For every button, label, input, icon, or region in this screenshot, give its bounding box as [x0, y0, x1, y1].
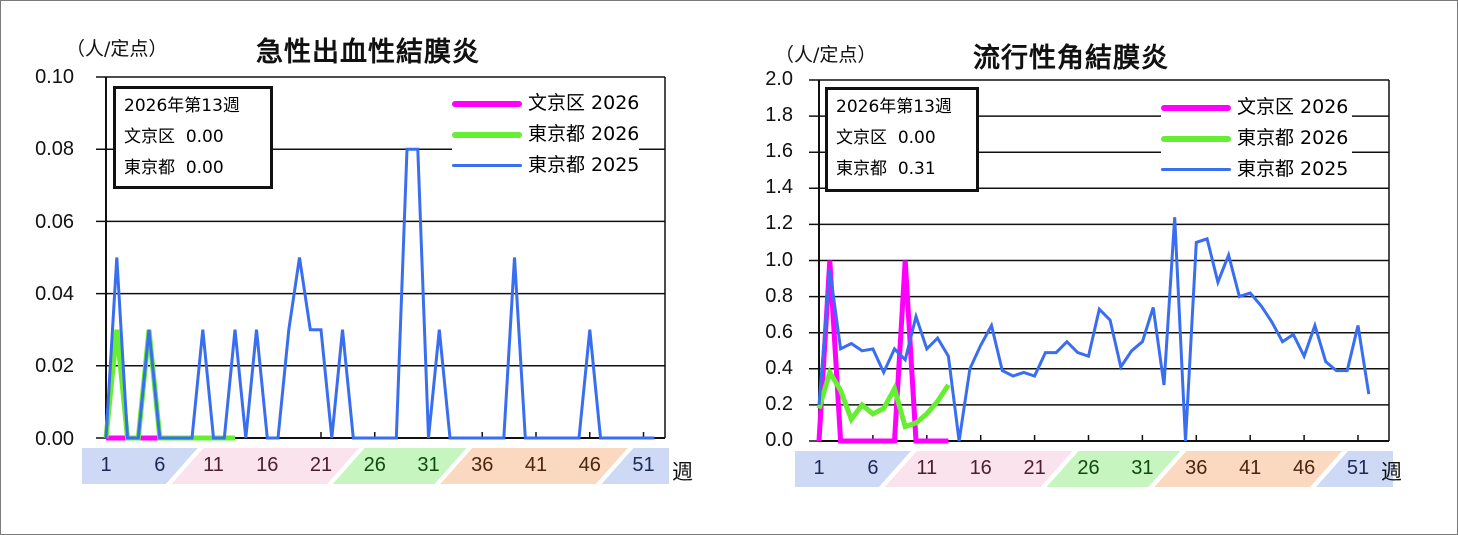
x-unit-label: 週 — [1381, 460, 1402, 484]
y-tick-label: 0.6 — [765, 320, 793, 343]
week-band — [1154, 451, 1343, 487]
info-ward-row: 文京区 0.00 — [124, 127, 224, 147]
y-tick-label: 1.4 — [765, 176, 793, 199]
legend-item: 文京区 2026 — [452, 88, 639, 119]
y-tick-label: 1.0 — [765, 248, 793, 271]
x-tick-label: 26 — [363, 454, 386, 476]
x-tick-label: 16 — [256, 454, 279, 476]
series-line — [816, 366, 951, 430]
x-tick-label: 21 — [309, 454, 333, 476]
legend-swatch-green — [452, 131, 522, 138]
legend-swatch-magenta — [452, 100, 522, 107]
legend-item: 東京都 2026 — [452, 119, 639, 150]
legend-item: 東京都 2026 — [1161, 123, 1348, 154]
series-line — [104, 147, 655, 440]
series-line — [816, 260, 949, 444]
y-tick-label: 0.00 — [35, 428, 74, 450]
x-tick-label: 26 — [1077, 457, 1100, 479]
current-week-info-box: 2026年第13週 文京区 0.00 東京都 0.31 — [825, 87, 979, 192]
y-tick-label: 2.0 — [765, 68, 793, 90]
legend-item: 東京都 2025 — [1161, 154, 1348, 185]
info-tokyo-row: 東京都 0.00 — [124, 158, 224, 178]
x-tick-label: 51 — [632, 454, 655, 476]
x-tick-label: 31 — [417, 454, 440, 476]
legend-swatch-blue — [452, 164, 522, 167]
y-tick-label: 1.2 — [765, 212, 793, 235]
week-band — [1046, 451, 1181, 487]
y-tick-label: 0.10 — [35, 66, 74, 88]
week-band — [795, 451, 911, 487]
x-tick-label: 11 — [916, 457, 938, 479]
y-tick-label: 0.8 — [765, 284, 793, 307]
y-tick-label: 0.02 — [35, 355, 74, 377]
chart-epidemic-keratoconjunctivitis: （人/定点） 流行性角結膜炎 2.0 1.8 1.6 1.4 1.2 1.0 0.8 0.6 0… — [729, 0, 1458, 535]
info-week: 2026年第13週 — [836, 97, 952, 117]
y-tick-label: 1.8 — [765, 104, 793, 127]
week-band — [440, 448, 628, 484]
info-tokyo-value: 0.31 — [897, 159, 936, 179]
week-band — [171, 448, 359, 484]
y-tick-label: 1.6 — [765, 140, 793, 163]
info-ward-value: 0.00 — [897, 128, 936, 148]
y-unit-label: （人/定点） — [775, 44, 877, 66]
chart-acute-hemorrhagic-conjunctivitis: （人/定点） 急性出血性結膜炎 0.10 0.08 0.06 0.04 0.02… — [35, 37, 693, 484]
chart-title: 急性出血性結膜炎 — [256, 37, 480, 68]
legend-item: 東京都 2025 — [452, 150, 639, 181]
legend-swatch-blue — [1161, 168, 1231, 171]
plot-area — [82, 76, 669, 484]
chart-title: 流行性角結膜炎 — [973, 43, 1169, 74]
x-tick-label: 46 — [578, 454, 601, 476]
x-tick-label: 36 — [471, 454, 494, 476]
week-band — [601, 448, 669, 484]
x-tick-label: 41 — [524, 454, 548, 476]
x-tick-label: 16 — [969, 457, 992, 479]
x-tick-label: 41 — [1239, 457, 1262, 479]
y-tick-label: 0.06 — [35, 211, 74, 233]
y-tick-label: 0.4 — [765, 356, 793, 379]
x-tick-label: 21 — [1023, 457, 1046, 479]
info-tokyo-row: 東京都 0.31 — [836, 159, 936, 179]
x-tick-label: 31 — [1131, 457, 1154, 479]
x-tick-label: 6 — [154, 454, 166, 476]
y-tick-label: 0.2 — [765, 392, 793, 415]
x-tick-label: 6 — [867, 457, 879, 479]
legend-swatch-green — [1161, 135, 1231, 142]
y-unit-label: （人/定点） — [66, 38, 168, 60]
week-band — [1316, 451, 1393, 487]
x-tick-label: 1 — [813, 457, 825, 479]
info-tokyo-value: 0.00 — [185, 158, 224, 178]
series-line — [817, 217, 1371, 442]
week-band — [884, 451, 1073, 487]
current-week-info-box: 2026年第13週 文京区 0.00 東京都 0.00 — [113, 86, 273, 189]
week-band — [332, 448, 467, 484]
info-week: 2026年第13週 — [124, 96, 240, 116]
legend-item: 文京区 2026 — [1161, 92, 1348, 123]
y-tick-label: 0.04 — [35, 283, 74, 305]
legend-swatch-magenta — [1161, 104, 1231, 111]
x-tick-label: 36 — [1185, 457, 1208, 479]
y-tick-label: 0.0 — [765, 429, 793, 451]
x-tick-label: 1 — [100, 454, 112, 476]
legend: 文京区 2026 東京都 2026 東京都 2025 — [1161, 92, 1353, 185]
x-tick-label: 51 — [1346, 457, 1370, 479]
legend: 文京区 2026 東京都 2026 東京都 2025 — [452, 88, 640, 181]
x-unit-label: 週 — [672, 460, 693, 484]
x-tick-label: 46 — [1292, 457, 1316, 479]
week-band — [82, 448, 198, 484]
y-tick-label: 0.08 — [35, 138, 74, 160]
info-ward-value: 0.00 — [185, 127, 224, 147]
x-tick-label: 11 — [203, 454, 224, 476]
plot-area — [795, 79, 1393, 487]
info-ward-row: 文京区 0.00 — [836, 128, 936, 148]
